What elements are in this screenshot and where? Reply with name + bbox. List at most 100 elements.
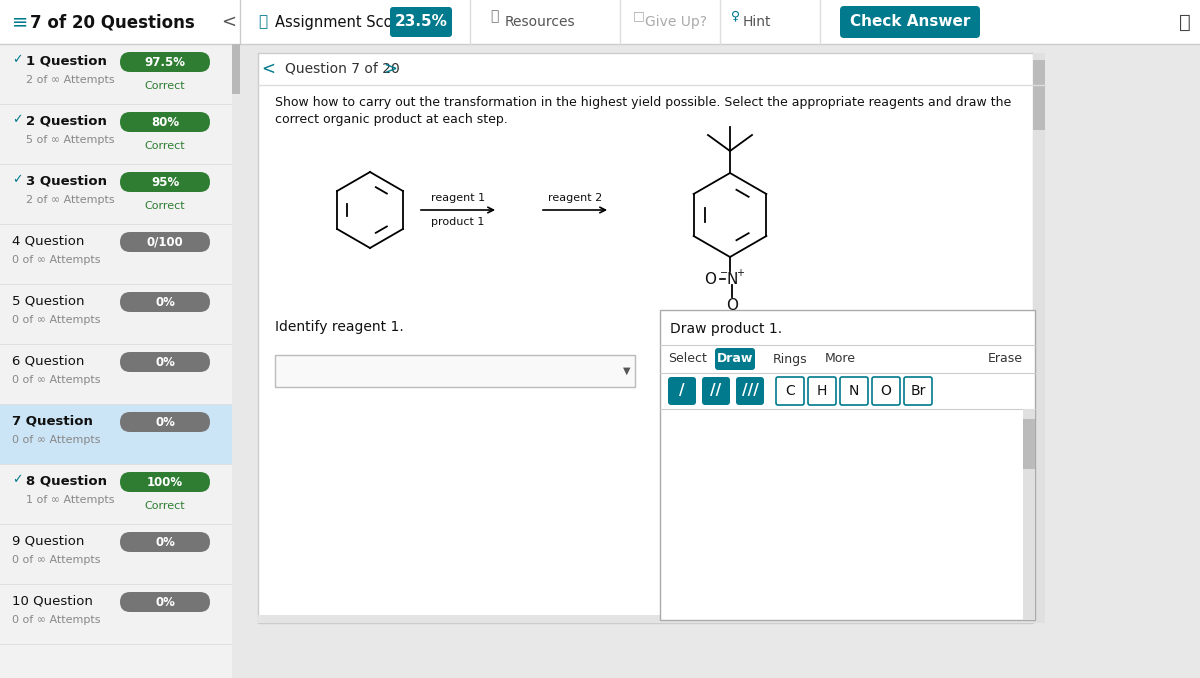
- Text: Draw: Draw: [716, 353, 754, 365]
- Text: 0 of ∞ Attempts: 0 of ∞ Attempts: [12, 555, 101, 565]
- FancyBboxPatch shape: [0, 344, 232, 404]
- FancyBboxPatch shape: [0, 0, 1200, 44]
- Text: Erase: Erase: [988, 353, 1022, 365]
- FancyBboxPatch shape: [0, 464, 232, 524]
- FancyBboxPatch shape: [258, 53, 1033, 623]
- FancyBboxPatch shape: [872, 377, 900, 405]
- Text: Select: Select: [668, 353, 708, 365]
- FancyBboxPatch shape: [904, 377, 932, 405]
- Text: 2 Question: 2 Question: [26, 115, 107, 127]
- FancyBboxPatch shape: [0, 224, 232, 284]
- Text: 0 of ∞ Attempts: 0 of ∞ Attempts: [12, 315, 101, 325]
- Text: 23.5%: 23.5%: [395, 14, 448, 30]
- Text: ✓: ✓: [12, 113, 23, 127]
- FancyBboxPatch shape: [0, 164, 232, 224]
- Text: ✓: ✓: [12, 174, 23, 186]
- Text: 95%: 95%: [151, 176, 179, 188]
- FancyBboxPatch shape: [0, 104, 232, 164]
- FancyBboxPatch shape: [275, 355, 635, 387]
- FancyBboxPatch shape: [840, 377, 868, 405]
- Text: O: O: [704, 271, 716, 287]
- Text: N: N: [848, 384, 859, 398]
- FancyBboxPatch shape: [120, 472, 210, 492]
- Text: 0 of ∞ Attempts: 0 of ∞ Attempts: [12, 255, 101, 265]
- Text: H: H: [817, 384, 827, 398]
- FancyBboxPatch shape: [120, 112, 210, 132]
- Text: //: //: [710, 384, 721, 399]
- Text: ✓: ✓: [12, 54, 23, 66]
- FancyBboxPatch shape: [668, 377, 696, 405]
- FancyBboxPatch shape: [232, 44, 240, 678]
- Text: Correct: Correct: [145, 201, 185, 211]
- Text: 7 Question: 7 Question: [12, 414, 92, 428]
- FancyBboxPatch shape: [840, 6, 980, 38]
- Text: /: /: [679, 384, 685, 399]
- Text: reagent 1: reagent 1: [431, 193, 485, 203]
- Text: reagent 2: reagent 2: [548, 193, 602, 203]
- FancyBboxPatch shape: [120, 592, 210, 612]
- Text: Assignment Score:: Assignment Score:: [275, 14, 413, 30]
- Text: 9 Question: 9 Question: [12, 534, 84, 548]
- FancyBboxPatch shape: [702, 377, 730, 405]
- Text: +: +: [736, 268, 744, 278]
- FancyBboxPatch shape: [736, 377, 764, 405]
- FancyBboxPatch shape: [120, 52, 210, 72]
- FancyBboxPatch shape: [1033, 53, 1045, 623]
- FancyBboxPatch shape: [0, 44, 232, 104]
- Text: ⤢: ⤢: [1180, 12, 1190, 31]
- FancyBboxPatch shape: [232, 44, 240, 94]
- Text: ✓: ✓: [12, 473, 23, 487]
- FancyBboxPatch shape: [660, 409, 1034, 620]
- Text: 80%: 80%: [151, 115, 179, 129]
- Text: 7 of 20 Questions: 7 of 20 Questions: [30, 13, 194, 31]
- Text: Identify reagent 1.: Identify reagent 1.: [275, 320, 403, 334]
- FancyBboxPatch shape: [120, 412, 210, 432]
- FancyBboxPatch shape: [120, 292, 210, 312]
- Text: C: C: [785, 384, 794, 398]
- Text: 0 of ∞ Attempts: 0 of ∞ Attempts: [12, 615, 101, 625]
- Text: □: □: [634, 9, 644, 22]
- FancyBboxPatch shape: [1033, 60, 1045, 130]
- Text: Correct: Correct: [145, 501, 185, 511]
- Text: 0/100: 0/100: [146, 235, 184, 249]
- Text: ♀: ♀: [731, 9, 740, 22]
- FancyBboxPatch shape: [240, 44, 1200, 678]
- Text: 3 Question: 3 Question: [26, 174, 107, 188]
- Text: 0%: 0%: [155, 536, 175, 549]
- Text: 0%: 0%: [155, 355, 175, 369]
- Text: 5 of ∞ Attempts: 5 of ∞ Attempts: [26, 135, 114, 145]
- Text: Draw product 1.: Draw product 1.: [670, 322, 782, 336]
- Text: Check Answer: Check Answer: [850, 14, 970, 30]
- Text: ▼: ▼: [623, 366, 631, 376]
- Text: Give Up?: Give Up?: [646, 15, 707, 29]
- Text: ⓘ: ⓘ: [258, 14, 268, 30]
- Text: Resources: Resources: [505, 15, 576, 29]
- FancyBboxPatch shape: [0, 404, 232, 464]
- Text: −: −: [720, 268, 728, 278]
- FancyBboxPatch shape: [258, 615, 1033, 623]
- FancyBboxPatch shape: [1022, 409, 1034, 620]
- Text: Correct: Correct: [145, 141, 185, 151]
- FancyBboxPatch shape: [120, 172, 210, 192]
- Text: 0 of ∞ Attempts: 0 of ∞ Attempts: [12, 375, 101, 385]
- Text: 97.5%: 97.5%: [144, 56, 186, 68]
- Text: N: N: [726, 271, 738, 287]
- FancyBboxPatch shape: [776, 377, 804, 405]
- Text: 5 Question: 5 Question: [12, 294, 84, 308]
- Text: 4 Question: 4 Question: [12, 235, 84, 247]
- Text: Question 7 of 20: Question 7 of 20: [286, 62, 400, 76]
- Text: Br: Br: [911, 384, 925, 398]
- Text: ///: ///: [742, 384, 758, 399]
- FancyBboxPatch shape: [0, 584, 232, 644]
- Text: 8 Question: 8 Question: [26, 475, 107, 487]
- Text: Correct: Correct: [145, 81, 185, 91]
- Text: <: <: [262, 60, 275, 78]
- Text: Rings: Rings: [773, 353, 808, 365]
- Text: More: More: [824, 353, 856, 365]
- FancyBboxPatch shape: [390, 7, 452, 37]
- Text: 2 of ∞ Attempts: 2 of ∞ Attempts: [26, 195, 115, 205]
- FancyBboxPatch shape: [0, 44, 240, 678]
- FancyBboxPatch shape: [808, 377, 836, 405]
- Text: 0%: 0%: [155, 416, 175, 428]
- Text: Show how to carry out the transformation in the highest yield possible. Select t: Show how to carry out the transformation…: [275, 96, 1012, 109]
